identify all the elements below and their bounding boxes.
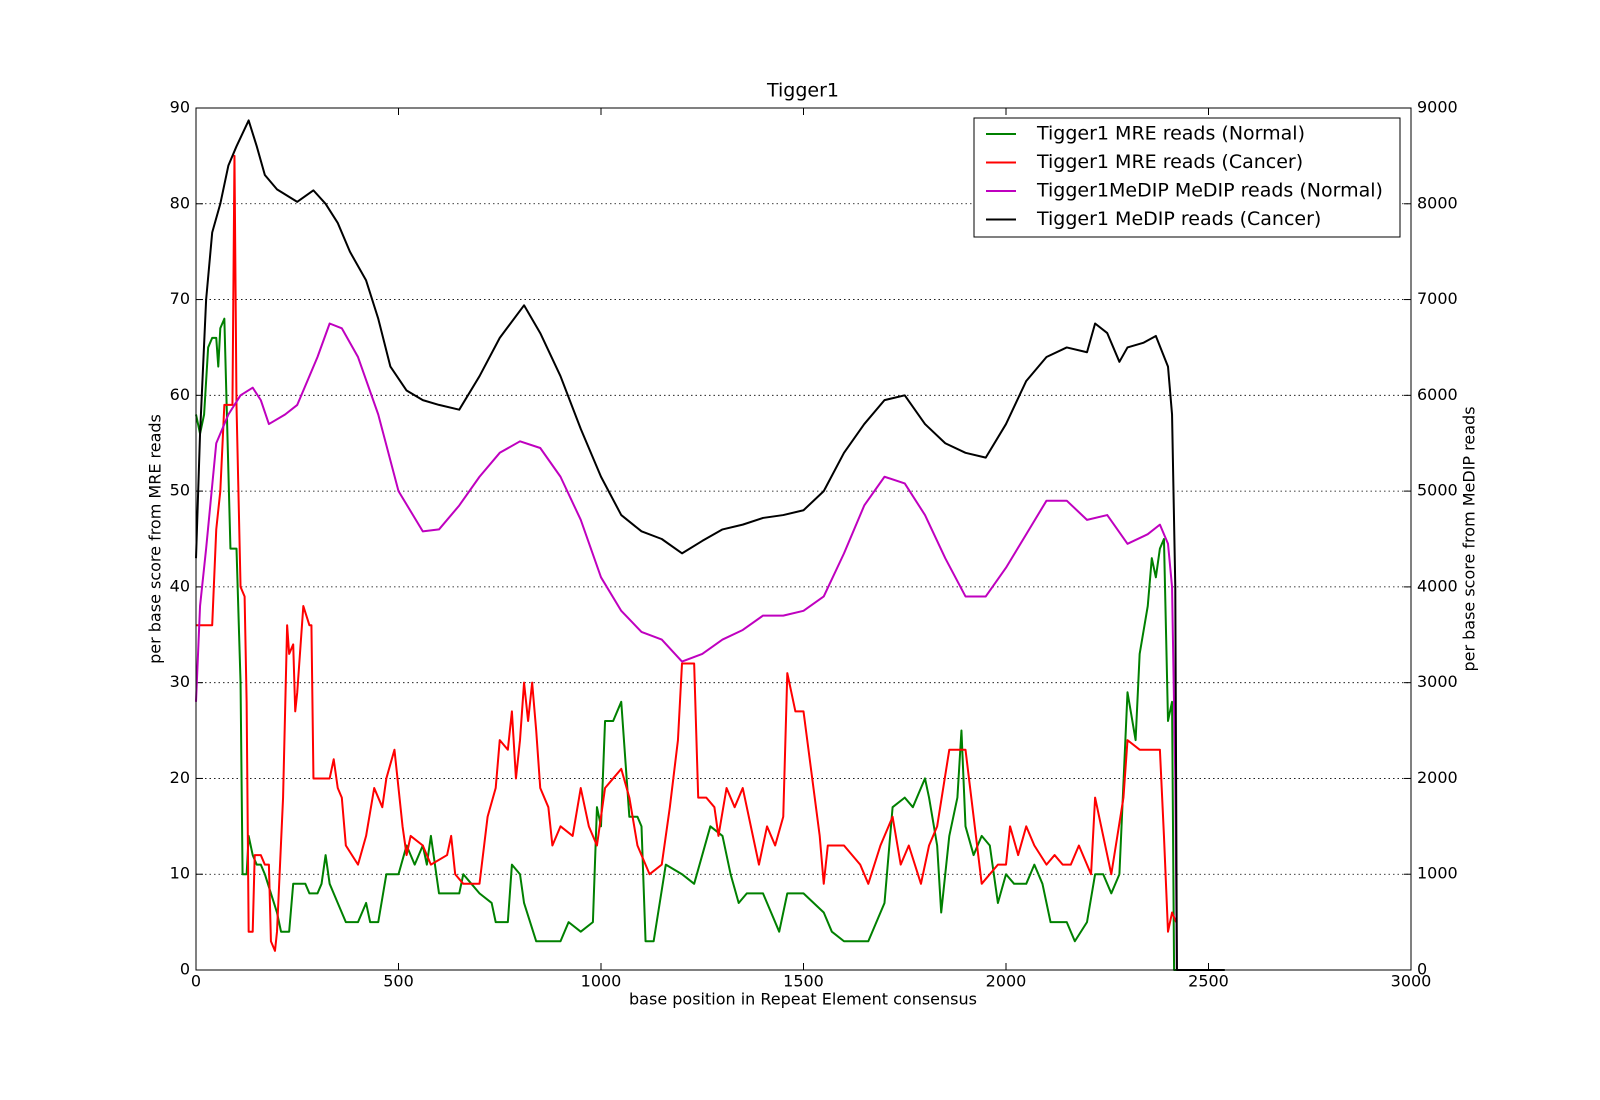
y-tick-label: 80 (170, 193, 190, 212)
x-tick-label: 1000 (581, 972, 622, 991)
x-tick-label: 2000 (986, 972, 1027, 991)
x-tick-label: 2500 (1188, 972, 1229, 991)
y-tick-label: 0 (180, 960, 190, 979)
y-tick-label: 10 (170, 864, 190, 883)
y-axis-label: per base score from MRE reads (146, 414, 165, 664)
y-tick-label: 50 (170, 481, 190, 500)
legend-text: Tigger1 MRE reads (Cancer) (1036, 151, 1303, 173)
legend: Tigger1 MRE reads (Normal) Tigger1 MRE re… (973, 117, 1401, 238)
y2-tick-label: 1000 (1417, 864, 1458, 883)
y2-tick-label: 0 (1417, 960, 1427, 979)
y2-tick-label: 8000 (1417, 193, 1458, 212)
y-tick-label: 30 (170, 672, 190, 691)
series-line (196, 154, 1178, 952)
x-axis-label: base position in Repeat Element consensu… (629, 990, 977, 1009)
y2-axis-label: per base score from MeDIP reads (1460, 406, 1479, 671)
y2-tick-label: 3000 (1417, 672, 1458, 691)
y2-tick-label: 7000 (1417, 289, 1458, 308)
y2-tick-label: 4000 (1417, 576, 1458, 595)
y-tick-label: 70 (170, 289, 190, 308)
y-tick-label: 90 (170, 98, 190, 117)
x-tick-label: 0 (191, 972, 201, 991)
series-line (195, 322, 1178, 971)
legend-box (973, 117, 1401, 238)
y-tick-label: 20 (170, 768, 190, 787)
y-tick-label: 60 (170, 385, 190, 404)
legend-text: Tigger1MeDIP MeDIP reads (Normal) (1036, 180, 1383, 202)
plot-frame (195, 107, 1412, 971)
y2-tick-label: 2000 (1417, 768, 1458, 787)
x-tick-label: 1500 (783, 972, 824, 991)
chart-title: Tigger1 (766, 80, 839, 102)
y2-tick-label: 6000 (1417, 385, 1458, 404)
x-tick-label: 500 (383, 972, 414, 991)
series-line (195, 119, 1225, 971)
y-tick-label: 40 (170, 576, 190, 595)
legend-text: Tigger1 MeDIP reads (Cancer) (1036, 208, 1321, 230)
series-line (195, 317, 1225, 971)
y2-tick-label: 9000 (1417, 98, 1458, 117)
x-tick-label: 3000 (1391, 972, 1432, 991)
legend-text: Tigger1 MRE reads (Normal) (1036, 123, 1305, 145)
y2-tick-label: 5000 (1417, 481, 1458, 500)
